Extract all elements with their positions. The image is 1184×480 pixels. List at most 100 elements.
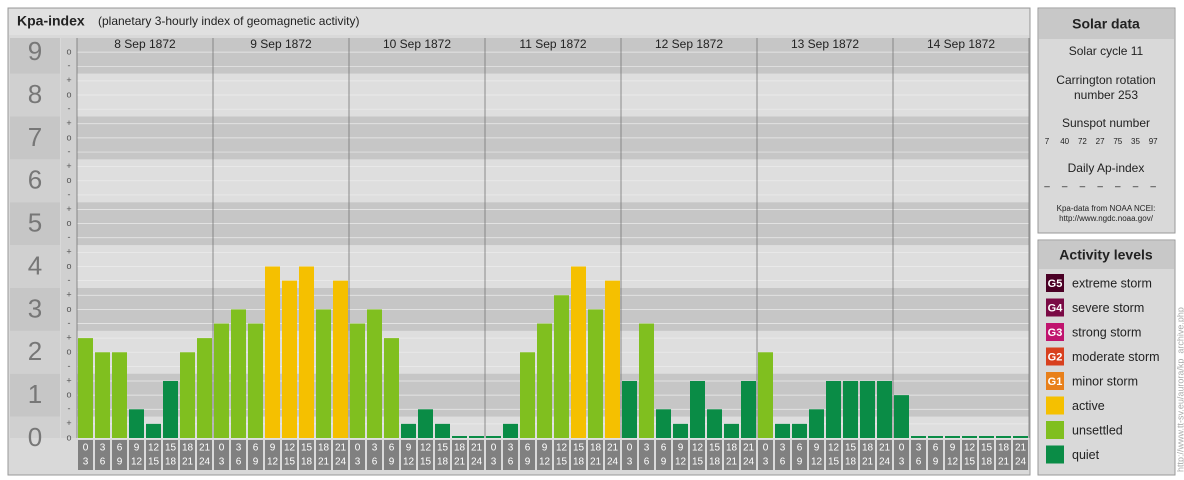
x-tick-label: 3 (219, 457, 225, 468)
bar (95, 352, 110, 438)
y-minor-label: - (68, 404, 71, 414)
x-tick-label: 12 (964, 443, 976, 454)
x-tick-label: 6 (117, 443, 123, 454)
bar (605, 280, 620, 438)
x-tick-label: 21 (590, 457, 602, 468)
x-tick-box (894, 440, 909, 470)
y-tick-label: 8 (28, 79, 42, 109)
y-tick-label: 4 (28, 250, 42, 280)
x-tick-label: 18 (845, 457, 857, 468)
y-minor-label: - (68, 189, 71, 199)
x-tick-box (860, 440, 875, 470)
x-tick-label: 3 (372, 443, 378, 454)
x-tick-box (384, 440, 399, 470)
levels-header (1039, 241, 1174, 269)
x-tick-label: 3 (644, 443, 650, 454)
y-label-cell (10, 38, 60, 74)
bar (282, 280, 297, 438)
x-tick-label: 18 (726, 443, 738, 454)
day-label: 14 Sep 1872 (927, 37, 995, 51)
x-tick-box (367, 440, 382, 470)
bar (894, 395, 909, 438)
level-swatch (1046, 298, 1064, 317)
x-tick-label: 12 (811, 457, 823, 468)
x-tick-label: 15 (301, 443, 313, 454)
x-tick-box (639, 440, 654, 470)
x-tick-box (214, 440, 229, 470)
x-tick-label: 6 (644, 457, 650, 468)
y-tick-label: 2 (28, 336, 42, 366)
bar (214, 323, 229, 438)
x-tick-label: 24 (743, 457, 755, 468)
x-tick-label: 15 (165, 443, 177, 454)
y-minor-label: o (66, 89, 71, 99)
x-tick-label: 0 (219, 443, 225, 454)
bar (571, 266, 586, 438)
x-tick-box (911, 440, 926, 470)
x-tick-label: 6 (389, 443, 395, 454)
bar (588, 309, 603, 438)
day-label: 13 Sep 1872 (791, 37, 859, 51)
bar (792, 423, 807, 438)
x-tick-box (469, 440, 484, 470)
y-minor-label: + (66, 75, 71, 85)
chart-subtitle: (planetary 3-hourly index of geomagnetic… (98, 14, 359, 28)
y-minor-label: o (66, 347, 71, 357)
x-tick-label: 12 (828, 443, 840, 454)
x-tick-label: 12 (267, 457, 279, 468)
level-badge: G4 (1048, 302, 1064, 314)
x-tick-label: 12 (947, 457, 959, 468)
x-tick-box (979, 440, 994, 470)
bar (180, 352, 195, 438)
sunspot-number: 40 (1060, 137, 1069, 146)
x-tick-label: 21 (1015, 443, 1027, 454)
bar (690, 380, 705, 438)
watermark: http://www.tt-sv.eu/aurora/kp_archive.ph… (1175, 307, 1184, 472)
ap-index: – (1044, 182, 1050, 193)
x-tick-label: 15 (964, 457, 976, 468)
levels-title: Activity levels (1059, 247, 1153, 263)
x-tick-label: 6 (236, 457, 242, 468)
carrington: Carrington rotation (1056, 73, 1155, 87)
ap-index: – (1115, 182, 1121, 193)
x-tick-box (265, 440, 280, 470)
x-tick-box (435, 440, 450, 470)
level-badge: G1 (1048, 376, 1063, 388)
sunspot-number: 27 (1096, 137, 1105, 146)
x-tick-label: 6 (508, 457, 514, 468)
x-tick-box (826, 440, 841, 470)
x-tick-label: 6 (780, 457, 786, 468)
x-tick-label: 21 (726, 457, 738, 468)
x-tick-box (962, 440, 977, 470)
x-tick-box (231, 440, 246, 470)
x-tick-box (656, 440, 671, 470)
y-minor-label: + (66, 247, 71, 257)
y-minor-label: o (66, 47, 71, 57)
bar (656, 409, 671, 438)
y-minor-label: + (66, 332, 71, 342)
x-tick-label: 9 (134, 443, 140, 454)
x-tick-label: 6 (253, 443, 259, 454)
level-swatch (1046, 396, 1064, 415)
y-minor-label: - (68, 361, 71, 371)
y-label-cell (10, 373, 60, 417)
x-tick-label: 12 (675, 457, 687, 468)
sunspot-number: 75 (1113, 137, 1122, 146)
x-tick-label: 21 (862, 457, 874, 468)
bar (384, 338, 399, 438)
y-label-cell (10, 116, 60, 160)
y-label-cell (10, 245, 60, 288)
x-tick-label: 9 (525, 457, 531, 468)
x-tick-box (112, 440, 127, 470)
band (77, 38, 1029, 74)
x-tick-label: 6 (916, 457, 922, 468)
y-minor-label: - (68, 104, 71, 114)
bar (537, 323, 552, 438)
x-tick-label: 9 (270, 443, 276, 454)
y-minor-label: o (66, 175, 71, 185)
x-tick-label: 3 (916, 443, 922, 454)
x-tick-label: 18 (573, 457, 585, 468)
x-tick-label: 24 (879, 457, 891, 468)
level-swatch (1046, 421, 1064, 439)
x-tick-box (758, 440, 773, 470)
